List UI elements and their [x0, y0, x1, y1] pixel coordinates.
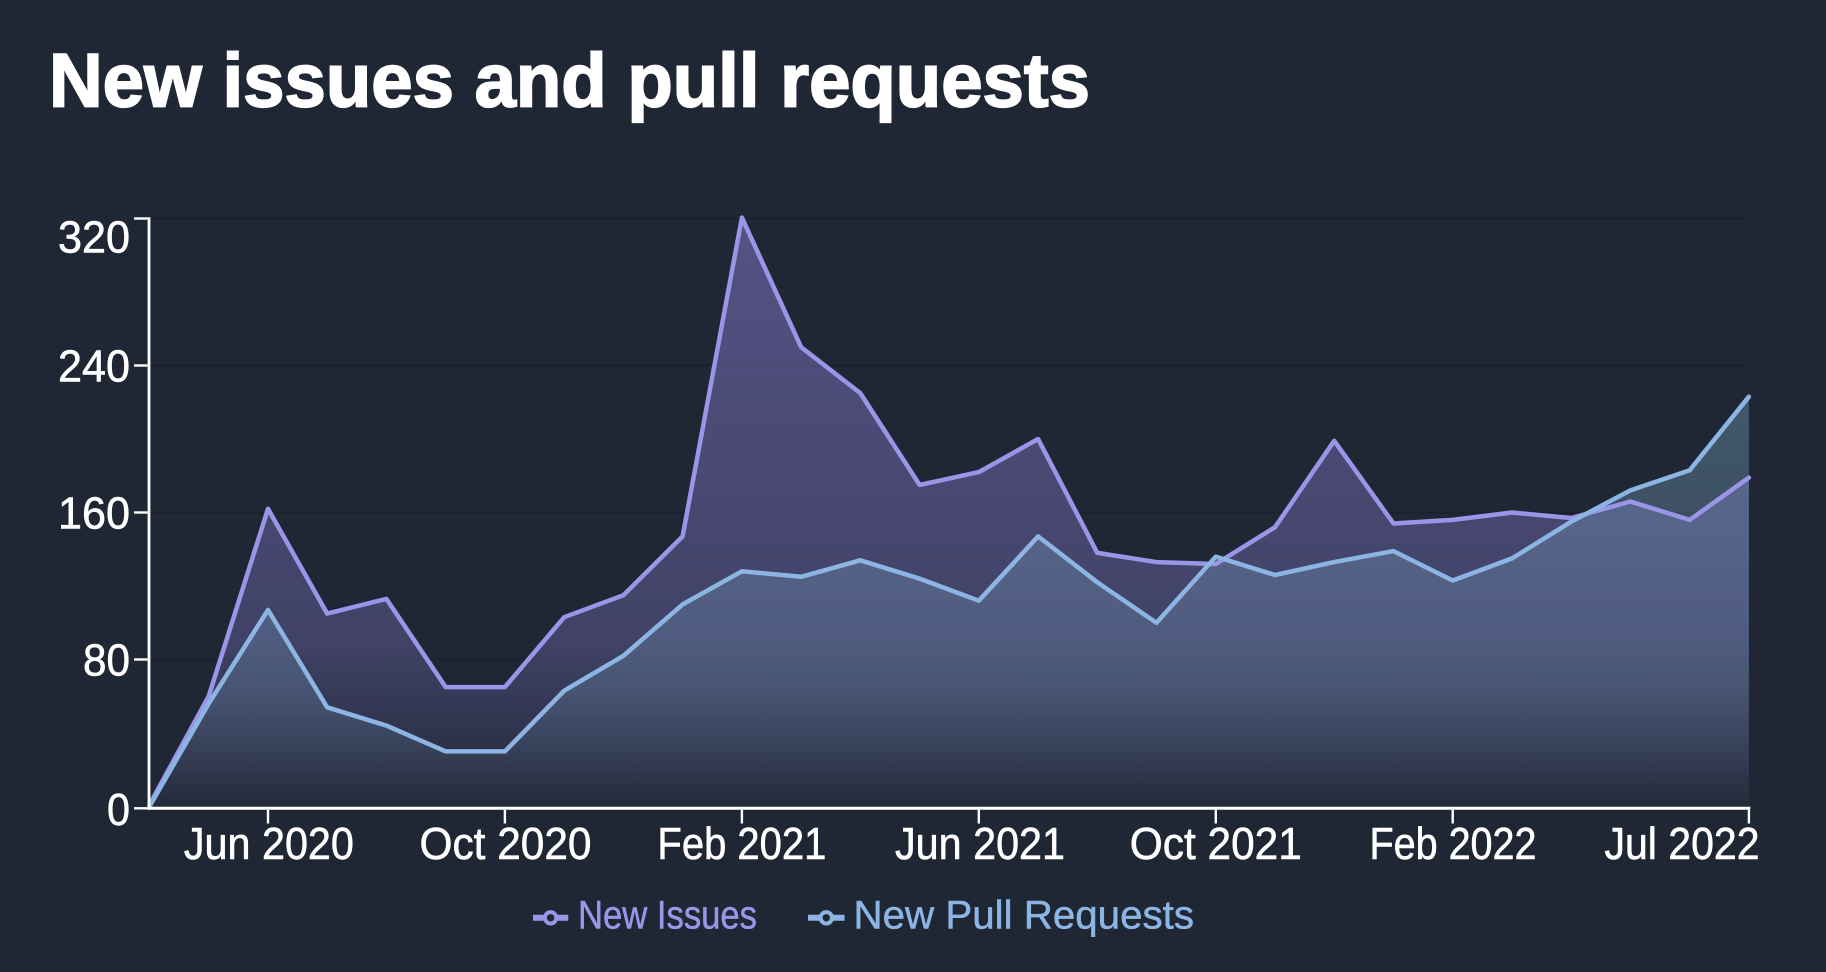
- svg-text:Feb 2021: Feb 2021: [657, 818, 826, 869]
- svg-text:Jul 2022: Jul 2022: [1605, 818, 1760, 869]
- svg-text:320: 320: [58, 212, 130, 263]
- svg-text:New Pull Requests: New Pull Requests: [854, 893, 1195, 937]
- svg-text:Oct 2021: Oct 2021: [1130, 818, 1302, 869]
- svg-text:240: 240: [58, 341, 130, 392]
- svg-text:Jun 2020: Jun 2020: [184, 818, 354, 869]
- svg-text:0: 0: [107, 784, 130, 835]
- svg-text:New issues and pull requests: New issues and pull requests: [49, 39, 1090, 124]
- svg-text:Jun 2021: Jun 2021: [895, 818, 1065, 869]
- svg-text:New Issues: New Issues: [578, 893, 757, 937]
- svg-text:80: 80: [83, 634, 130, 685]
- svg-text:Oct 2020: Oct 2020: [420, 818, 592, 869]
- svg-text:Feb 2022: Feb 2022: [1370, 818, 1537, 869]
- svg-text:160: 160: [58, 488, 130, 539]
